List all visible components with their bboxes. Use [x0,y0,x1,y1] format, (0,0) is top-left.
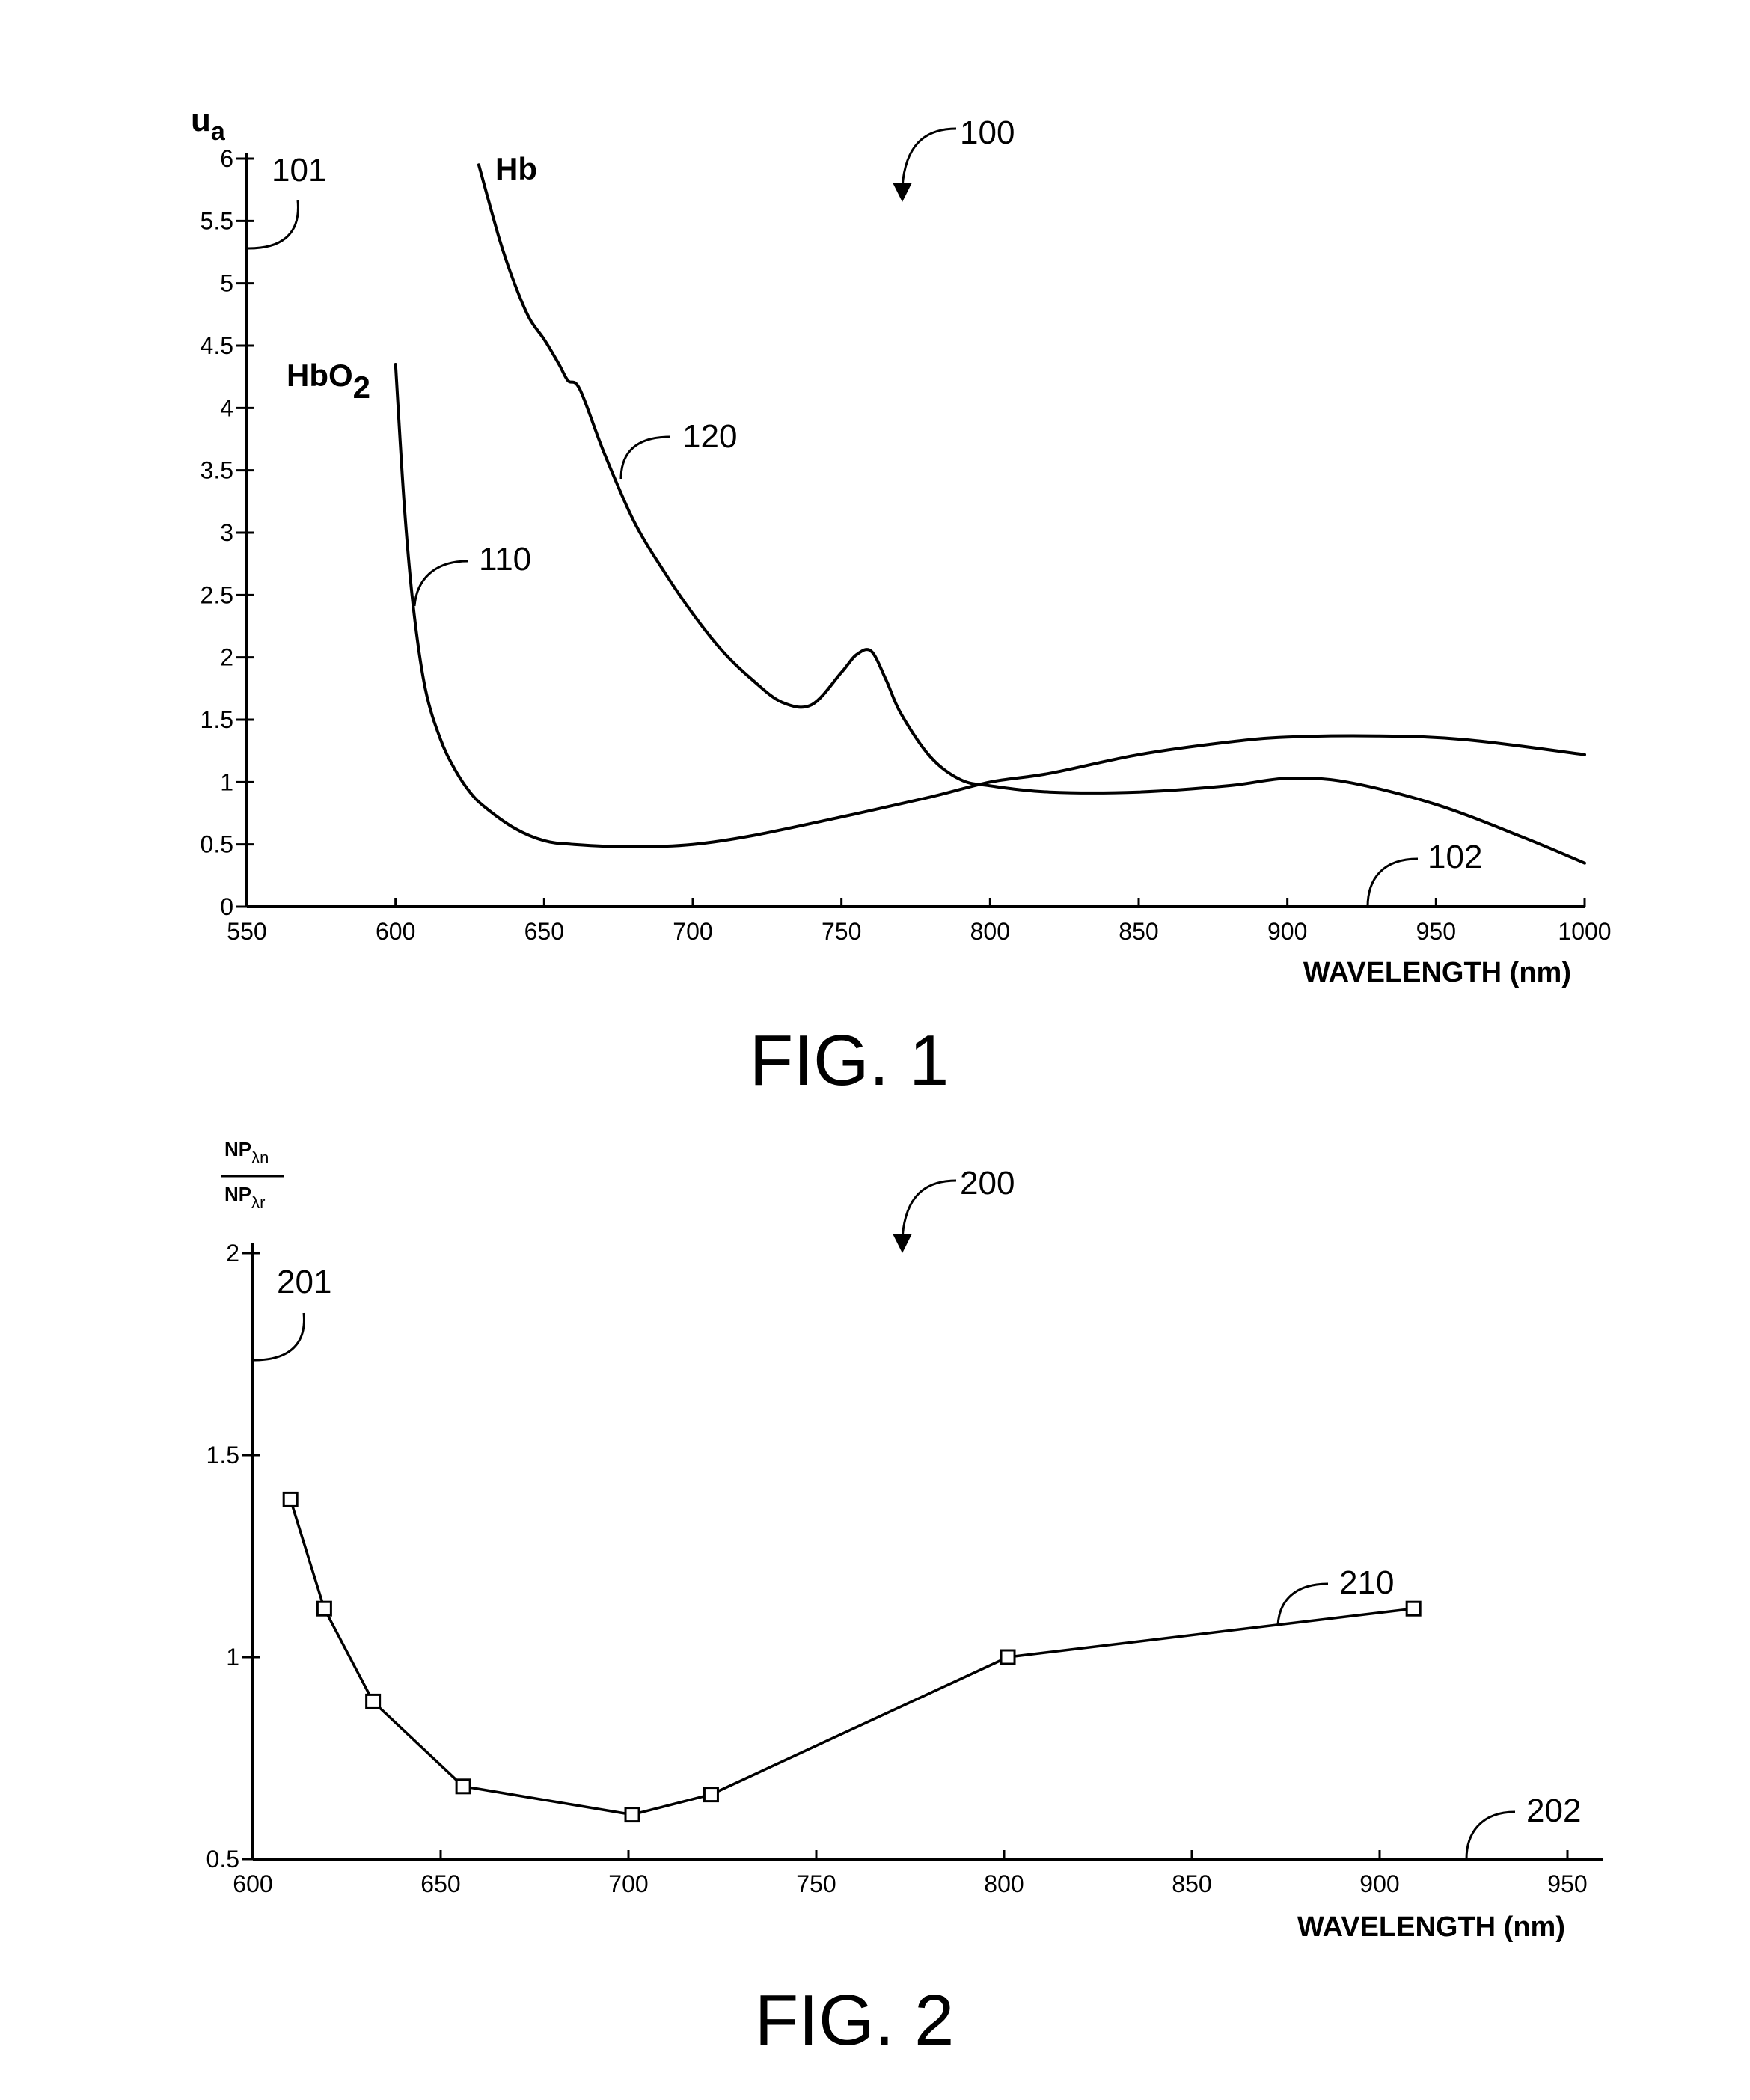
fig2-y-tick-label: 0.5 [206,1846,239,1873]
fig1-ref-120-leader [621,437,670,479]
fig2-x-tick-label: 900 [1359,1870,1399,1897]
fig2-y-tick-label: 1 [226,1644,239,1671]
fig2-ref-210: 210 [1339,1564,1394,1601]
fig1-x-tick-label: 950 [1416,918,1456,945]
fig2-y-num-sub: λn [251,1148,269,1167]
fig2-data-point [1407,1602,1420,1615]
fig1-y-tick-label: 5.5 [201,207,233,234]
fig1-y-tick-label: 2 [220,644,233,671]
fig2-x-ticks: 600 650 700 750 800 850 900 950 [233,1850,1587,1897]
fig1-x-tick-label: 750 [822,918,861,945]
fig2-markers [284,1493,1420,1821]
fig2-x-tick-label: 950 [1547,1870,1587,1897]
fig1-ref-120: 120 [682,418,737,455]
fig1-x-tick-label: 850 [1119,918,1158,945]
fig2-y-label-numerator: NPλn [224,1138,269,1167]
fig1-x-tick-label: 700 [673,918,712,945]
fig2-y-den-main: NP [224,1183,251,1205]
fig1-x-tick-label: 800 [970,918,1010,945]
fig2-figure-ref-arrowhead [893,1234,912,1253]
fig1-y-label-main: u [191,102,211,138]
fig1-y-tick-label: 5 [220,270,233,297]
fig1-ref-110: 110 [479,541,531,578]
fig1-x-axis-title: WAVELENGTH (nm) [1303,957,1571,988]
fig2-data-point [625,1808,639,1822]
fig2-x-tick-label: 750 [796,1870,836,1897]
fig2-data-point [1001,1650,1015,1664]
figure-1-chart: ua 0 0.5 1 1.5 2 2.5 3 3.5 4 4.5 5 5.5 6 550 600 650 70… [191,102,1612,1100]
fig2-series-line [290,1499,1413,1814]
fig1-hbo2-label: HbO2 [287,358,370,405]
fig2-x-tick-label: 700 [608,1870,648,1897]
fig2-data-point [704,1788,718,1801]
fig2-data-point [317,1602,331,1615]
fig2-data-point [367,1695,380,1708]
fig2-x-axis-ref: 202 [1526,1793,1581,1829]
fig2-x-tick-label: 800 [984,1870,1024,1897]
fig2-figure-ref-arrow [902,1181,956,1238]
fig2-x-axis-title: WAVELENGTH (nm) [1297,1911,1565,1943]
fig1-y-tick-label: 1 [220,768,233,795]
fig2-data-point [456,1780,470,1793]
fig1-title: FIG. 1 [750,1020,949,1100]
fig2-y-num-main: NP [224,1138,251,1160]
fig2-x-axis-ref-leader [1466,1812,1515,1859]
fig1-y-tick-label: 1.5 [201,706,233,733]
fig1-y-tick-label: 3.5 [201,457,233,484]
fig1-y-axis-ref-leader [248,200,298,248]
fig1-hbo2-label-sub: 2 [353,370,370,405]
fig2-data-point [284,1493,297,1506]
fig1-ref-110-leader [414,561,468,606]
fig1-x-axis-ref-leader [1368,859,1418,907]
fig2-y-tick-label: 2 [226,1240,239,1267]
fig2-y-label-denominator: NPλr [224,1183,265,1212]
fig1-hbo2-curve [396,364,1585,847]
fig1-y-tick-label: 6 [220,145,233,172]
fig2-x-tick-label: 600 [233,1870,272,1897]
fig1-figure-ref: 100 [960,114,1015,151]
fig1-y-tick-label: 4.5 [201,332,233,359]
figure-2-chart: NPλn NPλr 0.511.52 600650700750800850900… [206,1138,1603,2060]
fig1-y-tick-label: 2.5 [201,581,233,608]
fig2-x-tick-label: 650 [420,1870,460,1897]
fig1-figure-ref-arrow [902,129,956,187]
fig1-x-tick-label: 1000 [1558,918,1611,945]
fig1-x-tick-label: 550 [227,918,266,945]
fig2-y-axis-ref: 201 [277,1264,331,1300]
fig1-hb-curve [479,165,1585,863]
fig1-y-tick-label: 3 [220,519,233,546]
fig1-x-tick-label: 900 [1267,918,1307,945]
fig2-x-tick-label: 850 [1172,1870,1211,1897]
fig1-y-tick-label: 0.5 [201,831,233,858]
fig1-hbo2-label-main: HbO [287,358,353,393]
fig1-y-tick-label: 4 [220,394,233,421]
fig1-x-ticks: 550 600 650 700 750 800 850 900 950 1000 [227,898,1611,945]
fig1-hb-label: Hb [495,151,537,186]
fig1-y-label-sub: a [211,117,226,146]
fig1-x-tick-label: 650 [524,918,564,945]
fig2-y-axis-ref-leader [254,1313,304,1360]
fig1-y-tick-label: 0 [220,893,233,920]
fig1-y-axis-label: ua [191,102,226,146]
fig2-title: FIG. 2 [755,1980,955,2060]
fig2-figure-ref: 200 [960,1165,1015,1201]
fig2-y-tick-label: 1.5 [206,1442,239,1469]
fig1-x-axis-ref: 102 [1428,839,1482,875]
fig1-figure-ref-arrowhead [893,183,912,202]
fig2-y-den-sub: λr [251,1193,265,1212]
fig1-y-axis-ref: 101 [272,152,326,189]
fig1-x-tick-label: 600 [376,918,415,945]
